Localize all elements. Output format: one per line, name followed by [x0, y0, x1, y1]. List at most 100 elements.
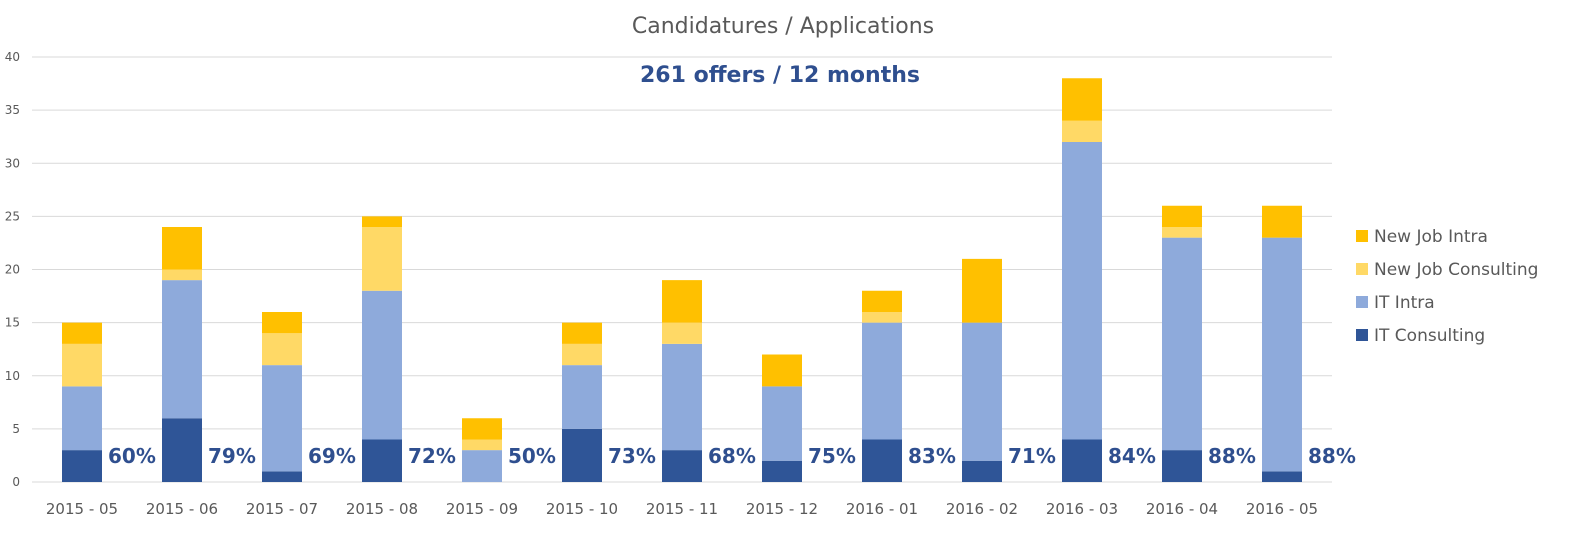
- legend-swatch: [1356, 296, 1368, 308]
- legend-swatch: [1356, 230, 1368, 242]
- bar-segment-it-consulting: [1262, 471, 1302, 482]
- bar-segment-new-job-intra: [862, 290, 902, 312]
- x-tick-label: 2015 - 12: [746, 500, 818, 518]
- bar-segment-it-intra: [662, 343, 702, 451]
- data-label: 88%: [1208, 444, 1256, 468]
- bar-segment-it-intra: [1062, 142, 1102, 440]
- bar-segment-it-consulting: [862, 439, 902, 482]
- x-axis-ticks: 2015 - 05 2015 - 06 2015 - 07 2015 - 08 2015…: [46, 500, 1318, 518]
- x-tick-label: 2015 - 07: [246, 500, 318, 518]
- legend: New Job Intra New Job Consulting IT Intra I…: [1356, 227, 1538, 346]
- bar-segment-it-consulting: [762, 460, 802, 482]
- bar-segment-new-job-intra: [1162, 205, 1202, 227]
- legend-swatch: [1356, 263, 1368, 275]
- data-label: 79%: [208, 444, 256, 468]
- bar-segment-new-job-consulting: [1162, 227, 1202, 238]
- data-label: 68%: [708, 444, 756, 468]
- bar-segment-it-intra: [962, 322, 1002, 461]
- legend-label: New Job Intra: [1374, 227, 1488, 247]
- bar-segment-it-intra: [62, 386, 102, 451]
- data-label: 50%: [508, 444, 556, 468]
- chart-title: Candidatures / Applications: [632, 14, 934, 39]
- data-label: 83%: [908, 444, 956, 468]
- bar-segment-new-job-intra: [162, 227, 202, 270]
- bar-segment-it-consulting: [362, 439, 402, 482]
- y-tick-label: 5: [12, 422, 20, 436]
- bar-segment-new-job-consulting: [862, 312, 902, 323]
- legend-label: IT Consulting: [1374, 326, 1485, 346]
- y-axis-ticks: 0 5 10 15 20 25 30 35 40: [5, 50, 20, 489]
- data-labels: 60% 79% 69% 72% 50% 73% 68% 75% 83% 71% 84% 88% 88%: [108, 444, 1356, 468]
- x-tick-label: 2016 - 05: [1246, 500, 1318, 518]
- bar-segment-it-intra: [1162, 237, 1202, 451]
- bar-segment-it-consulting: [262, 471, 302, 482]
- bar-segment-it-consulting: [962, 460, 1002, 482]
- bar-segment-new-job-intra: [1062, 78, 1102, 121]
- bar-segment-it-consulting: [562, 428, 602, 482]
- bar-segment-new-job-consulting: [1062, 120, 1102, 142]
- bar-segment-new-job-intra: [1262, 205, 1302, 238]
- y-tick-label: 10: [5, 369, 20, 383]
- data-label: 88%: [1308, 444, 1356, 468]
- x-tick-label: 2015 - 11: [646, 500, 718, 518]
- x-tick-label: 2016 - 03: [1046, 500, 1118, 518]
- y-tick-label: 20: [5, 263, 20, 277]
- bar-segment-it-intra: [762, 386, 802, 461]
- bar-segment-new-job-intra: [262, 312, 302, 334]
- bar-segment-new-job-consulting: [462, 439, 502, 451]
- bar-segment-new-job-intra: [462, 418, 502, 440]
- bar-segment-new-job-intra: [662, 280, 702, 323]
- x-tick-label: 2015 - 09: [446, 500, 518, 518]
- data-label: 84%: [1108, 444, 1156, 468]
- bar-segment-it-consulting: [62, 450, 102, 482]
- x-tick-label: 2016 - 04: [1146, 500, 1218, 518]
- bar-segment-new-job-intra: [962, 258, 1002, 323]
- data-label: 71%: [1008, 444, 1056, 468]
- bar-segment-new-job-consulting: [62, 343, 102, 387]
- y-tick-label: 0: [12, 475, 20, 489]
- bar-segment-new-job-consulting: [262, 333, 302, 366]
- bar-segment-new-job-consulting: [662, 322, 702, 344]
- bar-segment-new-job-consulting: [362, 227, 402, 291]
- chart-annotation: 261 offers / 12 months: [640, 63, 920, 88]
- bar-segment-it-consulting: [662, 450, 702, 482]
- gridlines: [32, 56, 1332, 483]
- bar-segment-new-job-intra: [762, 354, 802, 387]
- bar-segment-it-consulting: [1062, 439, 1102, 482]
- x-tick-label: 2016 - 01: [846, 500, 918, 518]
- data-label: 69%: [308, 444, 356, 468]
- legend-label: IT Intra: [1374, 293, 1435, 313]
- bar-segment-it-consulting: [162, 418, 202, 482]
- y-tick-label: 40: [5, 50, 20, 64]
- data-label: 73%: [608, 444, 656, 468]
- x-tick-label: 2015 - 06: [146, 500, 218, 518]
- data-label: 72%: [408, 444, 456, 468]
- bar-segment-new-job-intra: [562, 322, 602, 344]
- bar-segment-it-intra: [1262, 237, 1302, 472]
- x-tick-label: 2016 - 02: [946, 500, 1018, 518]
- bar-segment-new-job-consulting: [562, 343, 602, 366]
- x-tick-label: 2015 - 10: [546, 500, 618, 518]
- bar-segment-new-job-intra: [62, 322, 102, 344]
- y-tick-label: 35: [5, 103, 20, 117]
- bar-segment-it-intra: [262, 365, 302, 472]
- legend-swatch: [1356, 329, 1368, 341]
- y-tick-label: 30: [5, 156, 20, 170]
- bar-segment-it-consulting: [1162, 450, 1202, 482]
- bars: [62, 78, 1302, 482]
- bar-segment-it-intra: [862, 322, 902, 440]
- data-label: 60%: [108, 444, 156, 468]
- data-label: 75%: [808, 444, 856, 468]
- bar-segment-it-intra: [362, 290, 402, 440]
- bar-segment-it-intra: [462, 450, 502, 482]
- y-tick-label: 15: [5, 316, 20, 330]
- y-tick-label: 25: [5, 209, 20, 223]
- x-tick-label: 2015 - 05: [46, 500, 118, 518]
- legend-label: New Job Consulting: [1374, 260, 1538, 280]
- bar-segment-new-job-consulting: [162, 269, 202, 281]
- x-tick-label: 2015 - 08: [346, 500, 418, 518]
- bar-segment-it-intra: [162, 280, 202, 419]
- bar-segment-new-job-intra: [362, 216, 402, 227]
